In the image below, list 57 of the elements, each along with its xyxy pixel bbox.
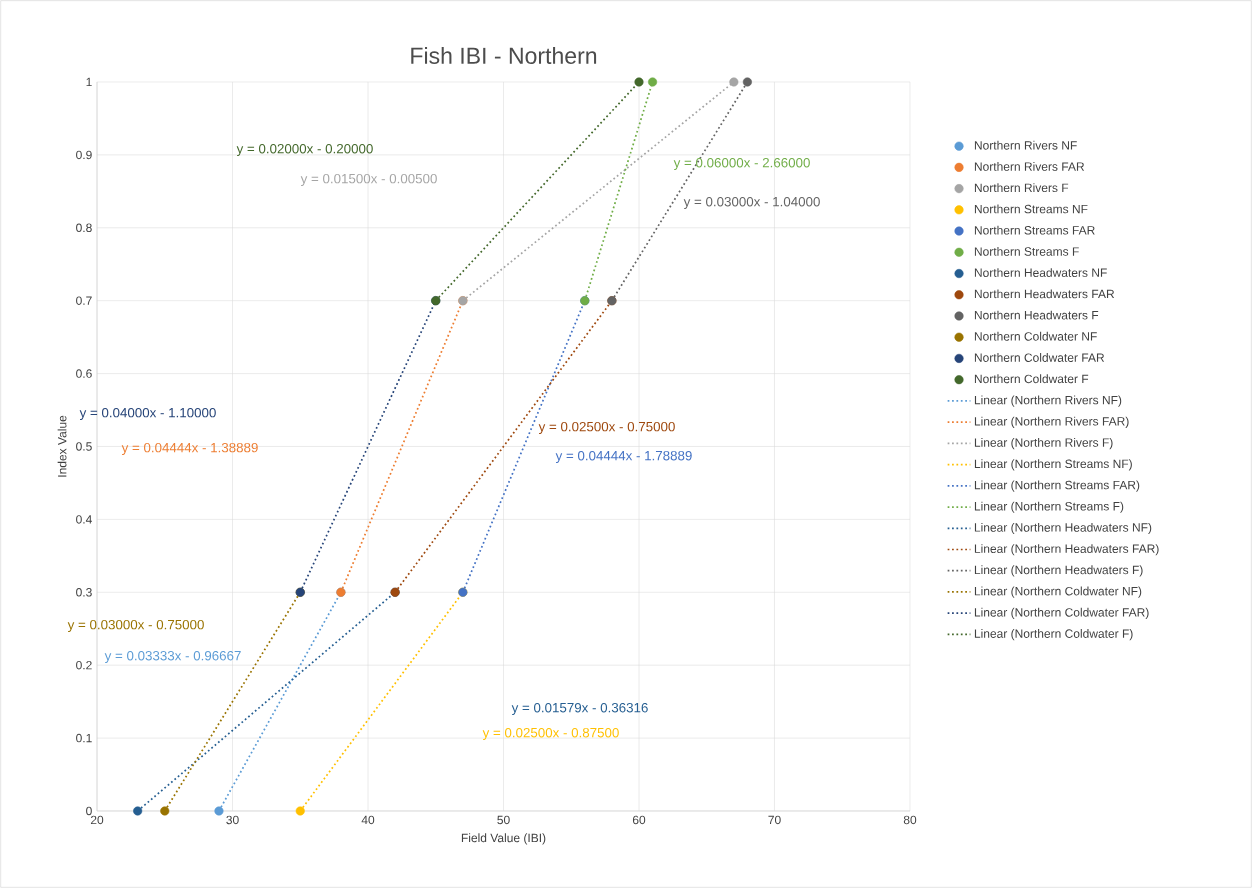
legend-label: Linear (Northern Headwaters NF) <box>974 522 1152 535</box>
y-tick-label: 0.1 <box>76 733 92 743</box>
x-axis-title: Field Value (IBI) <box>461 833 546 845</box>
x-tick-label: 40 <box>361 815 375 825</box>
annotation: y = 0.03000x - 1.04000 <box>683 196 820 210</box>
legend-label: Northern Rivers NF <box>974 140 1077 150</box>
legend-label: Linear (Northern Coldwater NF) <box>974 586 1142 598</box>
annotation: y = 0.04444x - 1.78889 <box>555 450 692 464</box>
annotation: y = 0.04000x - 1.10000 <box>79 407 216 420</box>
legend-label: Northern Headwaters NF <box>974 268 1107 277</box>
annotation: y = 0.01500x - 0.00500 <box>300 173 437 186</box>
legend-label: Northern Headwaters F <box>974 310 1099 320</box>
y-tick-label: 1 <box>86 77 92 87</box>
legend-label: Northern Coldwater F <box>974 374 1089 384</box>
y-tick-label: 0.8 <box>76 223 92 233</box>
x-tick-label: 50 <box>497 815 510 825</box>
x-tick-label: 70 <box>768 815 781 825</box>
legend-label: Northern Rivers F <box>974 183 1069 193</box>
y-tick-label: 0.4 <box>76 515 92 524</box>
y-tick-label: 0.2 <box>76 660 92 670</box>
annotation: y = 0.03333x - 0.96667 <box>104 650 241 664</box>
legend-label: Northern Coldwater NF <box>974 331 1097 341</box>
annotation: y = 0.02500x - 0.87500 <box>482 727 619 741</box>
legend-label: Linear (Northern Streams F) <box>974 501 1124 513</box>
annotation: y = 0.04444x - 1.38889 <box>121 442 258 455</box>
y-tick-label: 0 <box>86 806 92 816</box>
annotation: y = 0.03000x - 0.75000 <box>67 619 204 632</box>
legend-label: Northern Streams NF <box>974 204 1088 214</box>
legend-label: Northern Streams F <box>974 246 1079 256</box>
legend-label: Linear (Northern Streams NF) <box>974 459 1132 471</box>
annotation: y = 0.02000x - 0.20000 <box>236 143 373 157</box>
legend-label: Linear (Northern Coldwater F) <box>974 629 1133 641</box>
x-tick-label: 30 <box>226 815 239 825</box>
legend-label: Linear (Northern Headwaters FAR) <box>974 544 1159 556</box>
y-tick-label: 0.9 <box>76 150 92 160</box>
y-axis-title: Index Value <box>57 415 67 477</box>
x-tick-label: 60 <box>632 815 646 825</box>
annotation: y = 0.02500x - 0.75000 <box>538 421 675 434</box>
y-tick-label: 0.3 <box>76 588 92 597</box>
y-tick-label: 0.5 <box>76 442 92 451</box>
legend-label: Northern Streams FAR <box>974 225 1095 235</box>
chart-title: Fish IBI - Northern <box>411 47 597 64</box>
x-tick-label: 20 <box>90 815 104 825</box>
legend-label: Linear (Northern Rivers NF) <box>974 395 1122 407</box>
legend-label: Northern Rivers FAR <box>974 162 1085 171</box>
legend-label: Linear (Northern Coldwater FAR) <box>974 607 1149 620</box>
legend-label: Linear (Northern Rivers F) <box>974 438 1113 450</box>
annotation: y = 0.01579x - 0.36316 <box>511 702 648 716</box>
legend-label: Northern Coldwater FAR <box>974 353 1105 362</box>
legend-label: Northern Headwaters FAR <box>974 289 1115 299</box>
annotation: y = 0.06000x - 2.66000 <box>673 157 810 171</box>
legend-label: Linear (Northern Headwaters F) <box>974 565 1143 577</box>
y-tick-label: 0.7 <box>76 296 92 305</box>
x-tick-label: 80 <box>903 815 917 825</box>
y-tick-label: 0.6 <box>76 369 92 378</box>
legend-label: Linear (Northern Rivers FAR) <box>974 416 1129 428</box>
legend-label: Linear (Northern Streams FAR) <box>974 480 1140 492</box>
